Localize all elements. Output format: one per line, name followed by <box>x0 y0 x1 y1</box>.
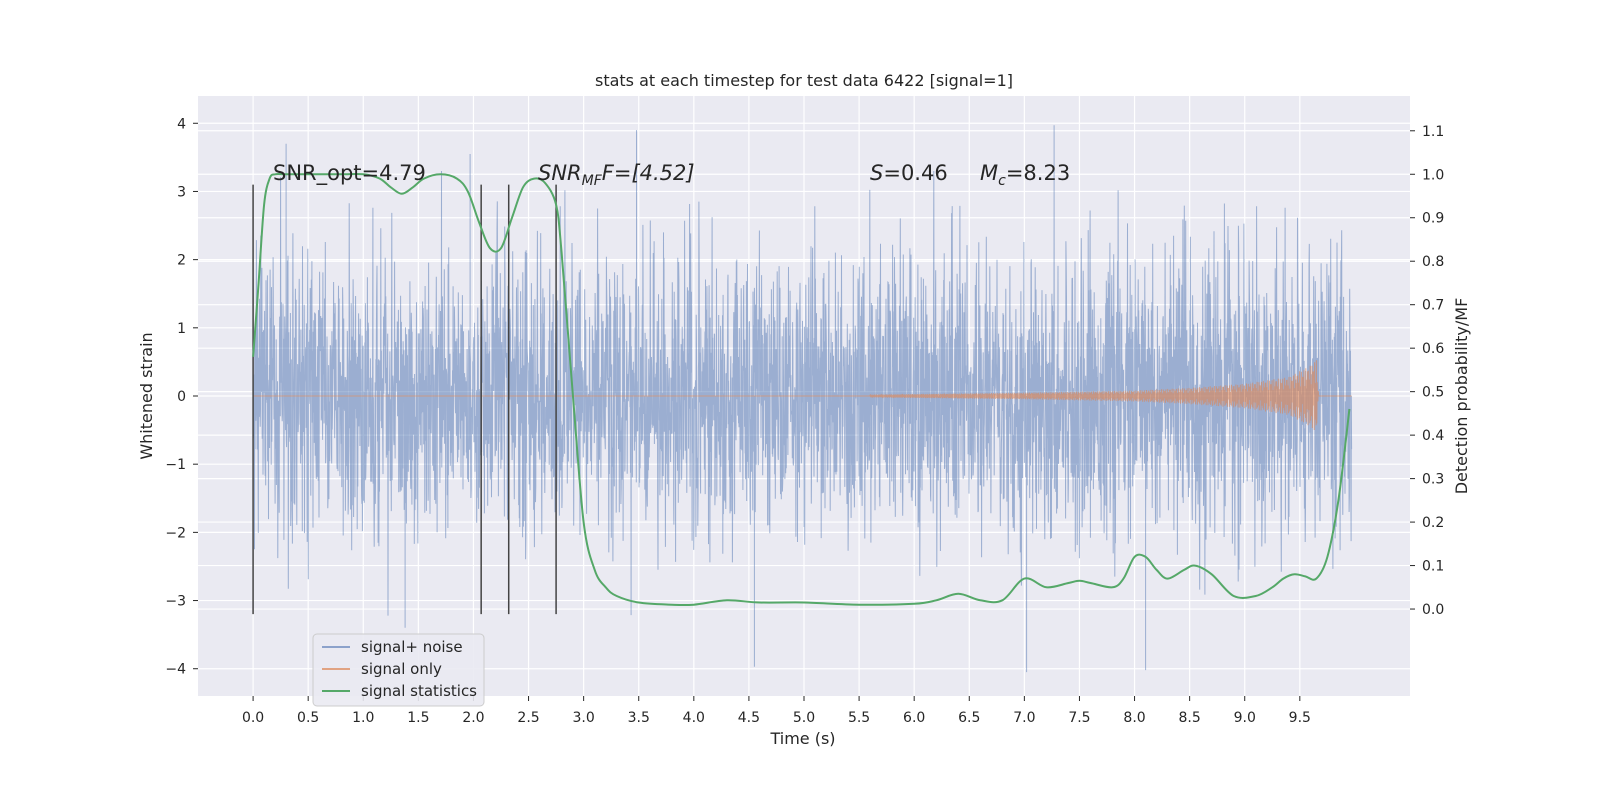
snr-opt-annotation: SNR_opt=4.79 <box>273 161 426 186</box>
y-tick-label: 1 <box>177 321 186 337</box>
legend-label-signal-only: signal only <box>361 660 442 678</box>
x-tick-label: 3.5 <box>628 710 650 726</box>
signal-noise-line <box>252 125 1353 673</box>
mc-main: M <box>980 161 998 185</box>
y-right-tick-label: 0.2 <box>1422 515 1444 531</box>
y-axis-title: Whitened strain <box>137 332 156 459</box>
annotations: SNR_opt=4.79 SNRMFF=[4.52] S=0.46 Mc=8.2… <box>273 161 1070 189</box>
x-tick-label: 7.5 <box>1068 710 1090 726</box>
y-right-tick-label: 0.1 <box>1422 559 1444 575</box>
snr-mf-main: SNR <box>538 161 582 185</box>
x-axis-title: Time (s) <box>769 729 835 748</box>
x-tick-label: 2.5 <box>517 710 539 726</box>
x-tick-label: 2.0 <box>462 710 484 726</box>
y-tick-label: −2 <box>165 525 186 541</box>
legend-label-signal-noise: signal+ noise <box>361 638 463 656</box>
x-tick-label: 8.5 <box>1179 710 1201 726</box>
y-tick-label: 4 <box>177 116 186 132</box>
y-right-tick-label: 0.7 <box>1422 298 1444 314</box>
x-tick-label: 0.5 <box>297 710 319 726</box>
signal-statistics-line <box>252 172 1351 607</box>
y-right-tick-label: 0.5 <box>1422 385 1444 401</box>
signal-statistics-series <box>252 172 1351 607</box>
signal-noise-series <box>252 125 1353 673</box>
legend-box <box>312 633 485 707</box>
x-tick-label: 3.0 <box>573 710 595 726</box>
y-tick-label: 0 <box>177 389 186 405</box>
signal-only-line <box>253 360 1352 431</box>
x-tick-label: 9.5 <box>1289 710 1311 726</box>
y-right-tick-label: 0.6 <box>1422 341 1444 357</box>
y-right-tick-label: 1.0 <box>1422 167 1444 183</box>
snr-mf-sub: MF <box>582 173 603 189</box>
y-right-tick-label: 0.0 <box>1422 602 1444 618</box>
x-tick-label: 5.5 <box>848 710 870 726</box>
x-tick-label: 4.5 <box>738 710 760 726</box>
axes: 0.0 0.5 1.0 1.5 2.0 2.5 3.0 3.5 4.0 4.5 5.0 5.5 6.0 6… <box>165 116 1444 726</box>
y-tick-label: −1 <box>165 457 186 473</box>
x-tick-label: 8.0 <box>1123 710 1145 726</box>
y-tick-label: 3 <box>177 184 186 200</box>
snr-mf-annotation: SNRMFF=[4.52] <box>538 161 695 189</box>
x-tick-label: 6.0 <box>903 710 925 726</box>
legend-label-signal-statistics: signal statistics <box>361 682 477 700</box>
mc-sub: c <box>998 173 1006 189</box>
chart-title: stats at each timestep for test data 642… <box>595 71 1013 90</box>
mc-value: =8.23 <box>1006 161 1070 185</box>
signal-only-series <box>253 360 1352 431</box>
y-tick-label: 2 <box>177 253 186 269</box>
legend: signal+ noise signal only signal statist… <box>312 633 485 707</box>
y-right-tick-label: 0.8 <box>1422 254 1444 270</box>
x-tick-label: 1.5 <box>407 710 429 726</box>
x-tick-label: 7.0 <box>1013 710 1035 726</box>
y-right-axis-title: Detection probability/MF <box>1452 298 1471 495</box>
s-value: =0.46 <box>883 161 947 185</box>
x-tick-label: 9.0 <box>1234 710 1256 726</box>
x-tick-label: 6.5 <box>958 710 980 726</box>
y-right-tick-label: 0.3 <box>1422 472 1444 488</box>
s-main: S <box>870 161 883 185</box>
y-right-tick-label: 0.4 <box>1422 428 1444 444</box>
s-annotation: S=0.46 <box>870 161 948 185</box>
x-tick-label: 5.0 <box>793 710 815 726</box>
x-tick-label: 1.0 <box>352 710 374 726</box>
mc-annotation: Mc=8.23 <box>980 161 1070 189</box>
y-right-tick-label: 1.1 <box>1422 124 1444 140</box>
snr-mf-after-f: F=[4.52] <box>602 161 695 185</box>
vertical-marker-lines <box>252 184 557 615</box>
x-tick-label: 0.0 <box>242 710 264 726</box>
y-tick-label: −3 <box>165 594 186 610</box>
x-tick-label: 4.0 <box>683 710 705 726</box>
y-right-tick-label: 0.9 <box>1422 211 1444 227</box>
y-tick-label: −4 <box>165 662 186 678</box>
